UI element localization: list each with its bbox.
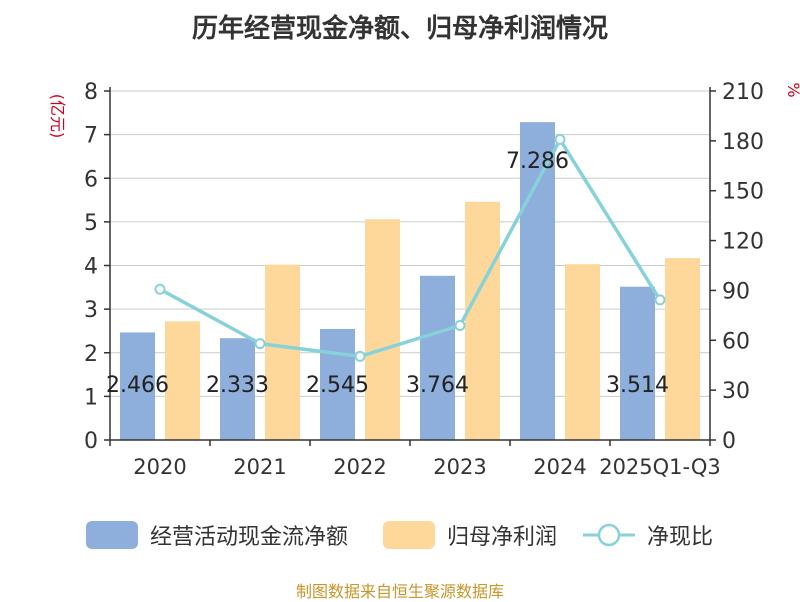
y2-tick-label: 150 — [722, 180, 764, 205]
point-cash-ratio — [654, 294, 666, 306]
bar-cashflow — [220, 338, 255, 440]
line-cash-ratio — [159, 137, 662, 359]
y-tick-label: 3 — [84, 298, 98, 323]
legend-item-cash-ratio[interactable]: 净现比 — [583, 515, 713, 555]
legend-swatch-net-profit — [383, 521, 435, 549]
data-label-cashflow: 3.514 — [606, 373, 669, 398]
y2-tick-label: 210 — [722, 80, 764, 105]
point-cash-ratio — [154, 283, 166, 295]
y-tick-label: 4 — [84, 255, 98, 280]
legend-swatch-cashflow — [86, 521, 138, 549]
x-tick-label: 2021 — [233, 455, 286, 479]
y2-tick-label: 0 — [722, 429, 736, 454]
x-tick-label: 2022 — [333, 455, 386, 479]
bar-net-profit — [565, 264, 600, 440]
legend-item-net-profit[interactable]: 归母净利润 — [383, 515, 557, 555]
bar-cashflow — [320, 328, 355, 440]
y2-tick-label: 30 — [722, 379, 750, 404]
y2-tick-label: 90 — [722, 279, 750, 304]
point-cash-ratio — [454, 319, 466, 331]
point-cash-ratio — [354, 350, 366, 362]
data-label-cashflow: 7.286 — [506, 149, 569, 174]
y-tick-label: 2 — [84, 342, 98, 367]
bar-net-profit — [165, 321, 200, 440]
legend: 经营活动现金流净额 归母净利润 净现比 — [0, 515, 800, 555]
y-axis-title: (亿元) — [48, 94, 67, 139]
source-note: 制图数据来自恒生聚源数据库 — [295, 582, 504, 601]
bar-marks — [120, 122, 700, 440]
y-tick-label: 1 — [84, 385, 98, 410]
bar-cashflow — [620, 286, 655, 440]
bar-cashflow — [520, 122, 555, 440]
y-tick-label: 6 — [84, 167, 98, 192]
x-tick-label: 2025Q1-Q3 — [599, 455, 721, 479]
y-tick-label: 5 — [84, 211, 98, 236]
chart-title: 历年经营现金净额、归母净利润情况 — [191, 14, 608, 44]
bar-cashflow — [420, 275, 455, 440]
line-marks — [154, 134, 666, 362]
y2-tick-label: 60 — [722, 329, 750, 354]
x-tick-label: 2023 — [433, 455, 486, 479]
legend-item-cashflow[interactable]: 经营活动现金流净额 — [86, 515, 348, 555]
legend-label-net-profit: 归母净利润 — [447, 525, 558, 550]
y2-axis-title: % — [784, 82, 800, 97]
data-label-cashflow: 2.333 — [206, 373, 269, 398]
data-label-cashflow: 3.764 — [406, 373, 469, 398]
point-cash-ratio — [554, 134, 566, 146]
bar-net-profit — [265, 264, 300, 440]
axes: 0 1 2 3 4 5 6 7 8 0 30 60 90 120 150 180 210 2020 2021 2022… — [48, 80, 800, 479]
x-tick-label: 2024 — [533, 455, 586, 479]
gridlines — [110, 90, 710, 397]
bar-net-profit — [365, 219, 400, 440]
legend-label-cash-ratio: 净现比 — [647, 525, 714, 550]
data-label-cashflow: 2.466 — [106, 373, 169, 398]
x-tick-label: 2020 — [133, 455, 186, 479]
bar-net-profit — [465, 201, 500, 440]
y-tick-label: 8 — [84, 80, 98, 105]
y-tick-label: 7 — [84, 124, 98, 149]
point-cash-ratio — [254, 338, 266, 350]
bar-net-profit — [665, 258, 700, 440]
y2-tick-label: 120 — [722, 230, 764, 255]
y-tick-label: 0 — [84, 429, 98, 454]
legend-label-cashflow: 经营活动现金流净额 — [150, 525, 349, 550]
y2-tick-label: 180 — [722, 130, 764, 155]
data-label-cashflow: 2.545 — [306, 373, 369, 398]
data-labels: 2.466 2.333 2.545 3.764 7.286 3.514 — [106, 149, 669, 398]
bar-cashflow — [120, 332, 155, 440]
legend-line-icon — [583, 523, 635, 547]
